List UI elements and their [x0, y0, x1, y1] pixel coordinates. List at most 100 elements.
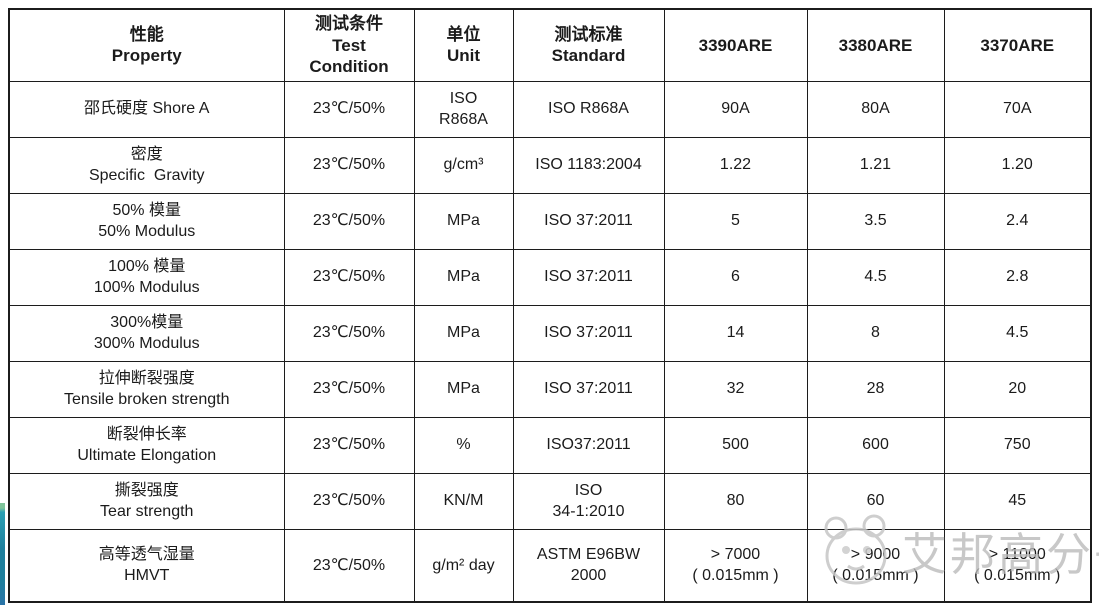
cell-text: 80A — [861, 100, 890, 118]
table-row: 高等透气湿量 HMVT 23℃/50% g/m² day ASTM E96BW 2000 >… — [8, 528, 1092, 603]
cell-text: ASTM E96BW — [536, 546, 641, 564]
cell-text: 4.5 — [1006, 324, 1029, 342]
table-row: 300%模量 300% Modulus 23℃/50% MPa ISO 37:2011 1… — [8, 304, 1092, 362]
cell-text: 600 — [862, 436, 889, 454]
column-header: 单位 Unit — [413, 8, 514, 82]
table-cell: ISO37:2011 — [512, 416, 665, 474]
table-row: 拉伸断裂强度 Tensile broken strength 23℃/50% MPa I… — [8, 360, 1092, 418]
column-header-text: 性能 — [129, 25, 164, 44]
table-cell: ISO 37:2011 — [512, 304, 665, 362]
table-cell: MPa — [413, 192, 514, 250]
cell-text: 23℃/50% — [312, 492, 386, 510]
cell-text: 23℃/50% — [312, 156, 386, 174]
cell-text: ISO 37:2011 — [544, 212, 633, 230]
table-cell: 5 — [663, 192, 808, 250]
table-cell: ISO 37:2011 — [512, 360, 665, 418]
cell-text: 高等透气湿量 — [98, 546, 195, 564]
table-cell: % — [413, 416, 514, 474]
table-cell: 45 — [943, 472, 1092, 530]
cell-text: 23℃/50% — [312, 212, 386, 230]
table-cell: 23℃/50% — [283, 360, 415, 418]
table-cell: 密度 Specific Gravity — [8, 136, 285, 194]
table-row: 50% 模量 50% Modulus 23℃/50% MPa ISO 37:2011 5 3… — [8, 192, 1092, 250]
cell-text: Tensile broken strength — [64, 391, 230, 408]
cell-text: 45 — [1008, 492, 1027, 510]
column-header-text: 测试条件 — [315, 14, 383, 34]
cell-text: 23℃/50% — [312, 556, 386, 574]
column-header-text: Test — [332, 35, 366, 55]
cell-text: 23℃/50% — [312, 268, 386, 286]
cell-text: 8 — [871, 324, 880, 342]
table-cell: 断裂伸长率 Ultimate Elongation — [8, 416, 285, 474]
table-cell: 100% 模量 100% Modulus — [8, 248, 285, 306]
cell-text: 1.20 — [1001, 156, 1033, 174]
column-header-text: Standard — [551, 46, 626, 66]
cell-text: ISO 37:2011 — [544, 324, 633, 342]
table-cell: 4.5 — [943, 304, 1092, 362]
table-cell: g/cm³ — [413, 136, 514, 194]
column-header: 测试标准 Standard — [512, 8, 665, 82]
table-cell: MPa — [413, 304, 514, 362]
cell-text: ISO 37:2011 — [544, 268, 633, 286]
cell-text: 1.21 — [859, 156, 892, 174]
table-cell: 1.21 — [806, 136, 945, 194]
cell-text: 60 — [866, 492, 885, 510]
table-cell: 50% 模量 50% Modulus — [8, 192, 285, 250]
cell-text: 20 — [1008, 380, 1027, 398]
cell-text: g/cm³ — [443, 156, 484, 174]
table-row: 撕裂强度 Tear strength 23℃/50% KN/M ISO 34-1:2010… — [8, 472, 1092, 530]
column-header-text: 测试标准 — [554, 25, 623, 44]
table-cell: ISO 37:2011 — [512, 248, 665, 306]
cell-text: 50% Modulus — [98, 223, 196, 240]
table-cell: 高等透气湿量 HMVT — [8, 528, 285, 603]
cell-text: ISO 37:2011 — [544, 380, 633, 398]
table-cell: 500 — [663, 416, 808, 474]
cell-text: 100% Modulus — [93, 279, 200, 296]
material-spec-table: 性能 Property 测试条件 Test Condition 单位 Unit 测试标准 Sta… — [8, 8, 1092, 603]
cell-text: 23℃/50% — [312, 380, 386, 398]
cell-text: 750 — [1003, 436, 1031, 454]
cell-text: ISO37:2011 — [546, 436, 631, 454]
table-cell: ASTM E96BW 2000 — [512, 528, 665, 603]
table-cell: KN/M — [413, 472, 514, 530]
cell-text: 邵氏硬度 Shore A — [84, 100, 210, 118]
table-cell: 23℃/50% — [283, 248, 415, 306]
table-cell: 3.5 — [806, 192, 945, 250]
cell-text: > 9000 — [850, 546, 901, 564]
table-cell: > 11000 ( 0.015mm ) — [943, 528, 1092, 603]
column-header: 3390ARE — [663, 8, 808, 82]
cell-text: 2.8 — [1006, 268, 1029, 286]
cell-text: 2.4 — [1006, 212, 1029, 230]
table-row: 密度 Specific Gravity 23℃/50% g/cm³ ISO 1183:2… — [8, 136, 1092, 194]
cell-text: 28 — [866, 380, 885, 398]
column-header-text: 3370ARE — [980, 35, 1055, 55]
table-cell: ISO R868A — [413, 80, 514, 138]
cell-text: 300%模量 — [110, 313, 184, 331]
table-cell: 80A — [806, 80, 945, 138]
cell-text: ISO — [574, 481, 603, 499]
column-header: 测试条件 Test Condition — [283, 8, 415, 82]
cell-text: 500 — [722, 436, 749, 454]
column-header-text: Condition — [309, 56, 389, 76]
cell-text: 3.5 — [864, 212, 887, 230]
table-cell: 2.8 — [943, 248, 1092, 306]
table-cell: 23℃/50% — [283, 192, 415, 250]
cell-text: 70A — [1003, 100, 1032, 118]
table-cell: 23℃/50% — [283, 472, 415, 530]
table-cell: g/m² day — [413, 528, 514, 603]
cell-text: ISO 1183:2004 — [535, 156, 642, 174]
cell-text: 断裂伸长率 — [106, 425, 187, 443]
table-cell: 60 — [806, 472, 945, 530]
table-cell: 70A — [943, 80, 1092, 138]
table-row: 断裂伸长率 Ultimate Elongation 23℃/50%% ISO37:20… — [8, 416, 1092, 474]
table-cell: 撕裂强度 Tear strength — [8, 472, 285, 530]
table-cell: 90A — [663, 80, 808, 138]
table-cell: ISO 37:2011 — [512, 192, 665, 250]
table-cell: 4.5 — [806, 248, 945, 306]
table-cell: 750 — [943, 416, 1092, 474]
cell-text: 2000 — [570, 567, 607, 585]
table-cell: 1.22 — [663, 136, 808, 194]
cell-text: 23℃/50% — [312, 436, 386, 454]
column-header-text: 单位 — [446, 25, 481, 44]
